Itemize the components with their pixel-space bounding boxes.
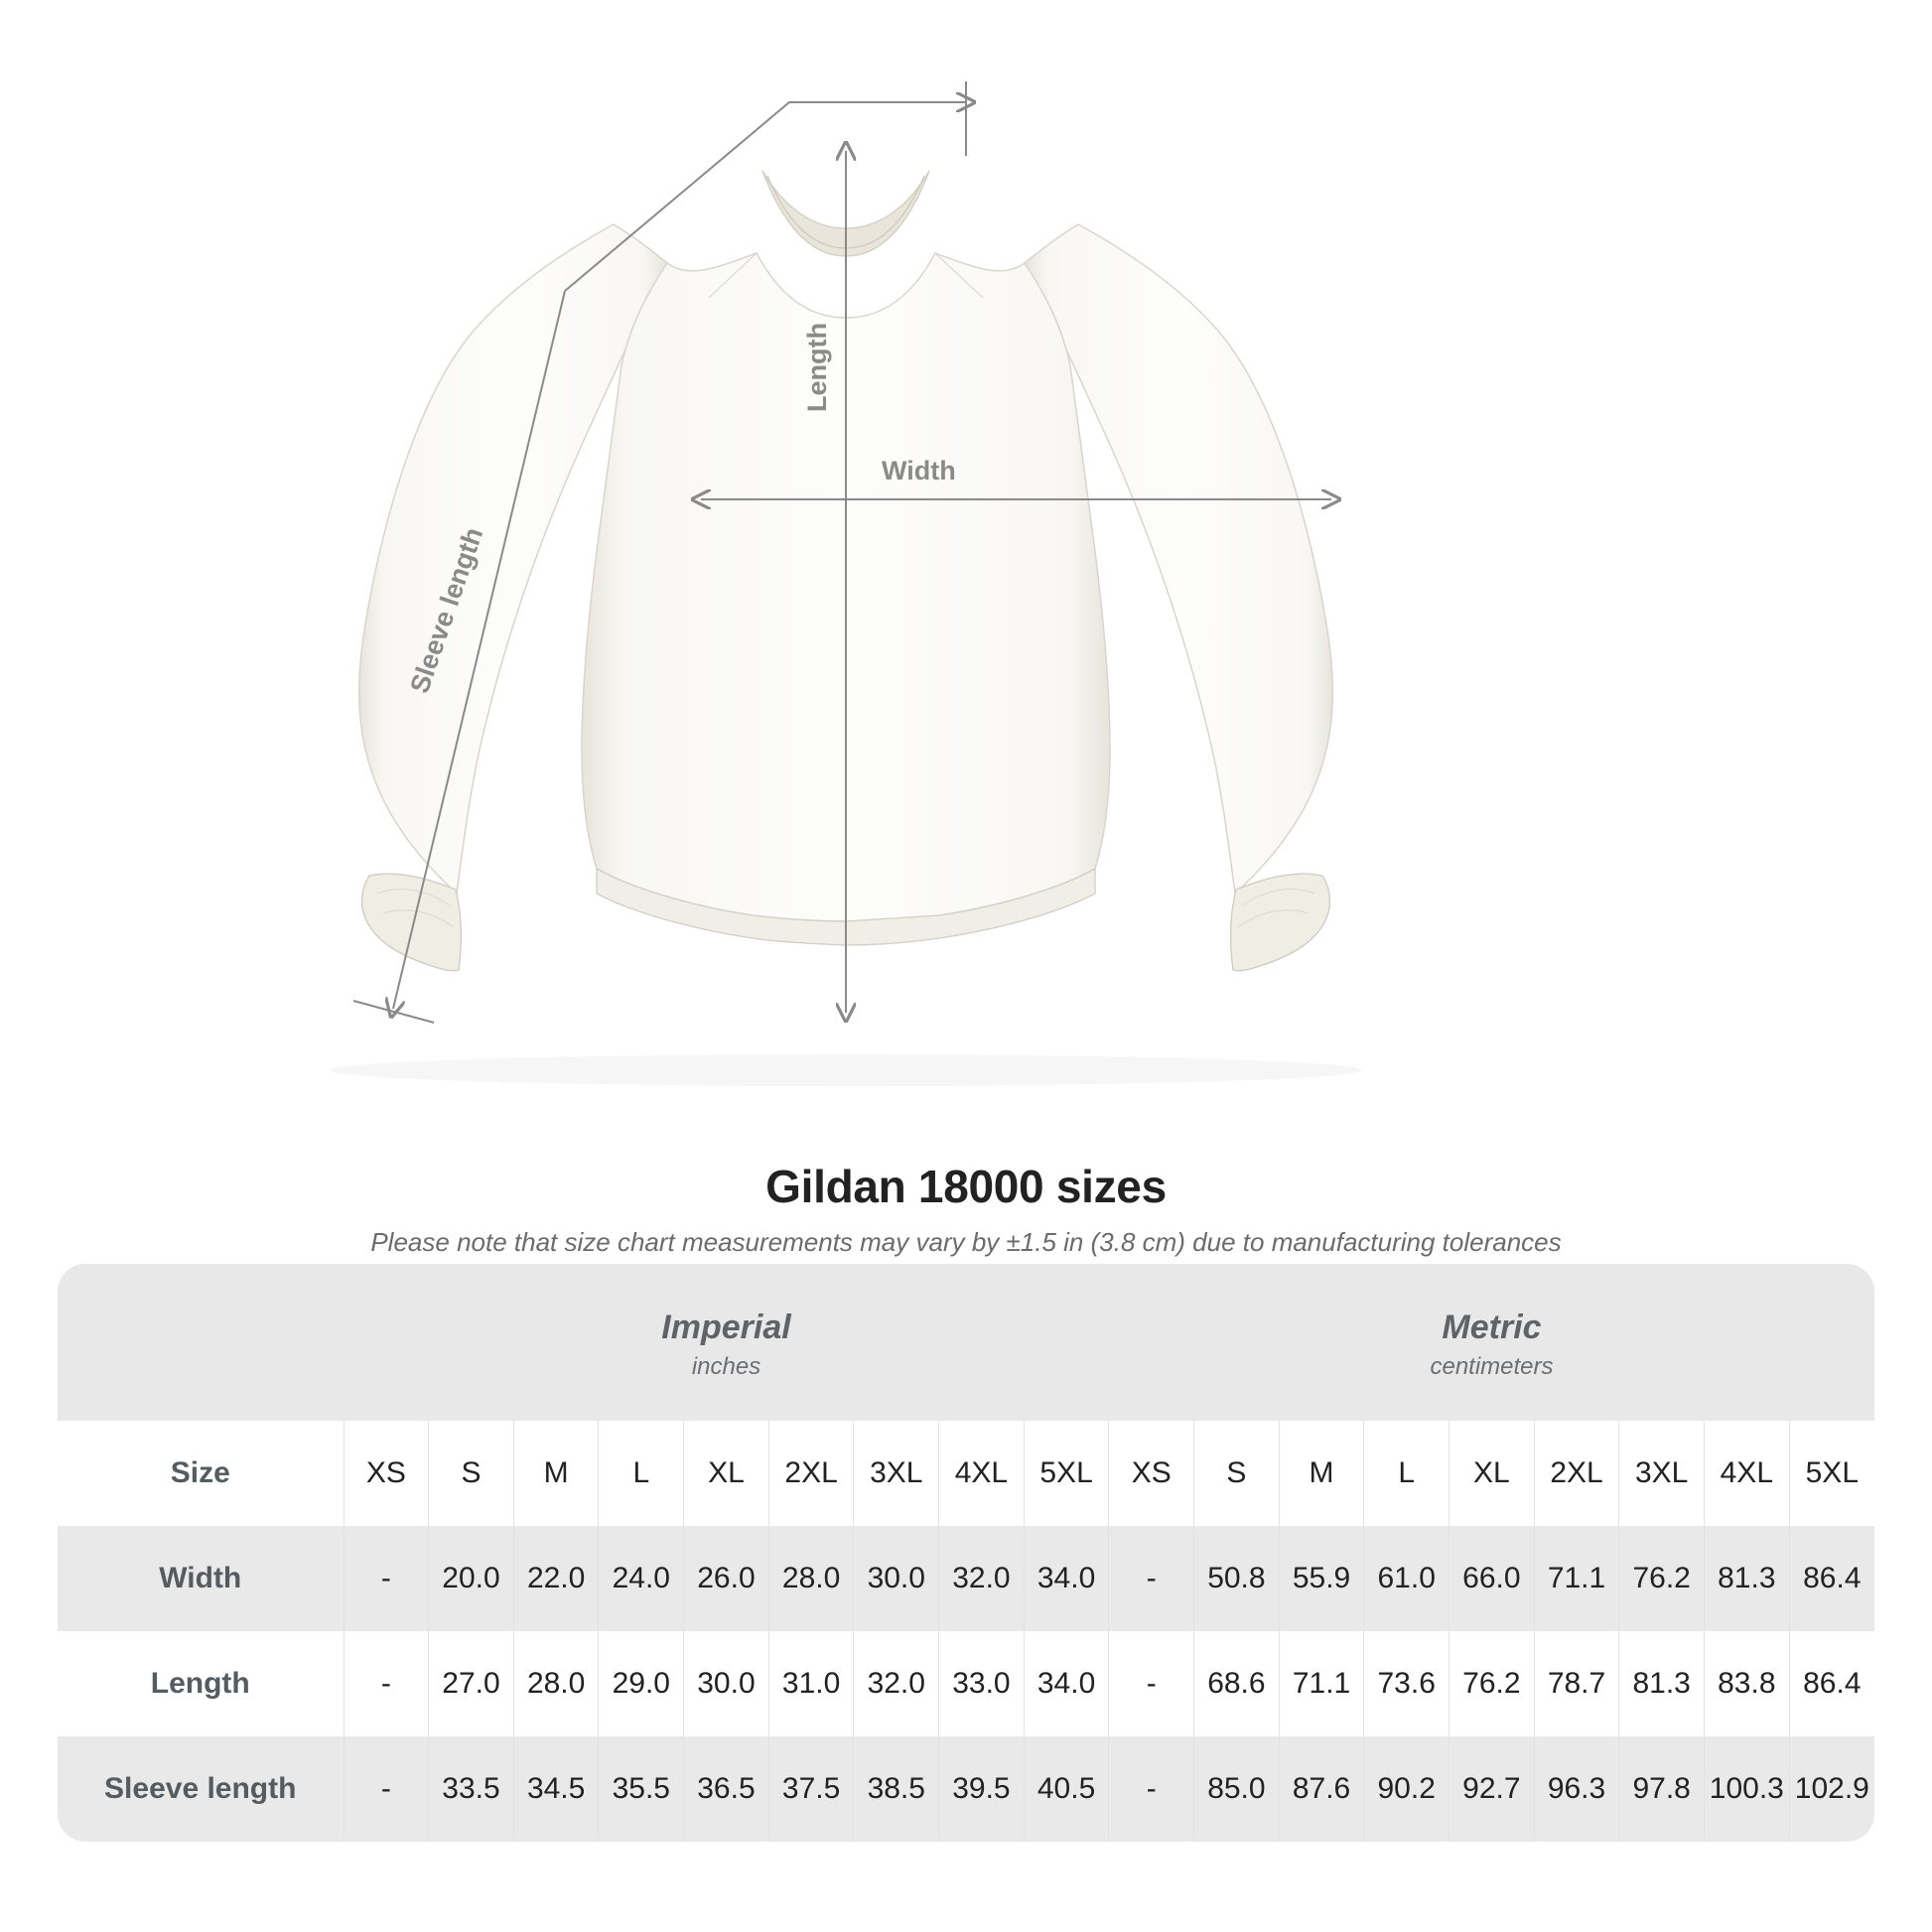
svg-text:Width: Width <box>882 456 956 485</box>
svg-text:Length: Length <box>802 323 832 412</box>
